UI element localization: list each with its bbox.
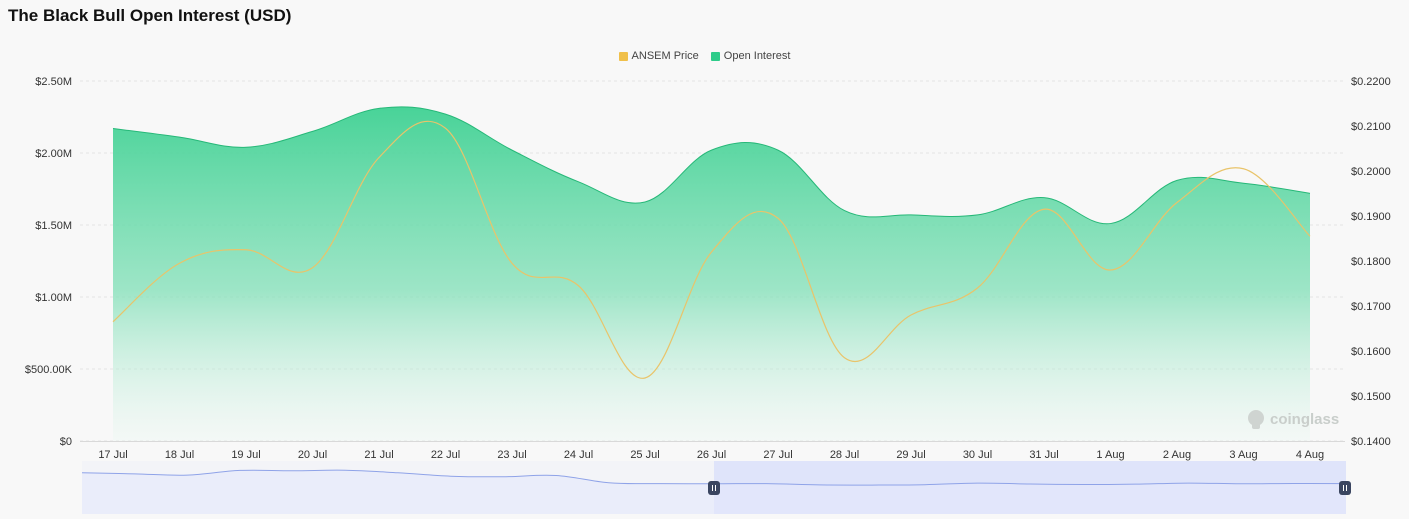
watermark: coinglass: [1248, 410, 1339, 429]
x-tick-label: 21 Jul: [364, 449, 393, 461]
x-tick-label: 3 Aug: [1229, 449, 1257, 461]
x-tick-label: 19 Jul: [231, 449, 260, 461]
x-tick-label: 25 Jul: [630, 449, 659, 461]
legend-label-price: ANSEM Price: [631, 50, 699, 62]
right-tick-label: $0.1700: [1351, 301, 1391, 313]
x-tick-label: 1 Aug: [1096, 449, 1124, 461]
navigator-handle-right[interactable]: [1339, 481, 1351, 495]
x-axis-ticks: 17 Jul 18 Jul 19 Jul 20 Jul 21 Jul 22 Jul 23 J…: [98, 449, 1324, 461]
x-tick-label: 23 Jul: [497, 449, 526, 461]
chart-title: The Black Bull Open Interest (USD): [8, 6, 292, 25]
right-tick-label: $0.2200: [1351, 76, 1391, 88]
open-interest-area: [113, 106, 1310, 441]
x-tick-label: 4 Aug: [1296, 449, 1324, 461]
x-tick-label: 20 Jul: [298, 449, 327, 461]
left-tick-label: $0: [60, 436, 72, 448]
x-tick-label: 28 Jul: [830, 449, 859, 461]
series-layer: [112, 106, 1311, 441]
navigator-handle-left[interactable]: [708, 481, 720, 495]
x-tick-label: 22 Jul: [431, 449, 460, 461]
legend: ANSEM Price Open Interest: [0, 50, 1409, 62]
right-tick-label: $0.1500: [1351, 391, 1391, 403]
left-tick-label: $1.50M: [35, 220, 72, 232]
legend-item-price[interactable]: ANSEM Price: [618, 50, 699, 62]
x-tick-label: 26 Jul: [697, 449, 726, 461]
right-tick-label: $0.1900: [1351, 211, 1391, 223]
x-tick-label: 31 Jul: [1029, 449, 1058, 461]
open-interest-line: [112, 106, 1311, 225]
legend-label-open-interest: Open Interest: [723, 50, 791, 62]
left-tick-label: $2.50M: [35, 76, 72, 88]
right-tick-label: $0.1600: [1351, 346, 1391, 358]
legend-swatch-open-interest: [710, 51, 720, 61]
left-tick-label: $1.00M: [35, 292, 72, 304]
range-navigator[interactable]: [81, 461, 1351, 514]
x-tick-label: 2 Aug: [1163, 449, 1191, 461]
right-tick-label: $0.2100: [1351, 121, 1391, 133]
right-tick-label: $0.2000: [1351, 166, 1391, 178]
x-tick-label: 18 Jul: [165, 449, 194, 461]
right-tick-label: $0.1800: [1351, 256, 1391, 268]
left-tick-label: $2.00M: [35, 148, 72, 160]
left-tick-label: $500.00K: [25, 364, 73, 376]
x-tick-label: 27 Jul: [763, 449, 792, 461]
right-axis-ticks: $0.1400 $0.1500 $0.1600 $0.1700 $0.1800 $0.19…: [1351, 76, 1391, 448]
x-tick-label: 24 Jul: [564, 449, 593, 461]
right-tick-label: $0.1400: [1351, 436, 1391, 448]
x-tick-label: 30 Jul: [963, 449, 992, 461]
coinglass-logo-icon: [1248, 410, 1264, 429]
watermark-text: coinglass: [1270, 411, 1339, 428]
x-tick-label: 29 Jul: [896, 449, 925, 461]
left-axis-ticks: $0 $500.00K $1.00M $1.50M $2.00M $2.50M: [25, 76, 73, 448]
legend-swatch-price: [618, 51, 628, 61]
price-line: [112, 120, 1311, 379]
legend-item-open-interest[interactable]: Open Interest: [710, 50, 791, 62]
x-tick-label: 17 Jul: [98, 449, 127, 461]
